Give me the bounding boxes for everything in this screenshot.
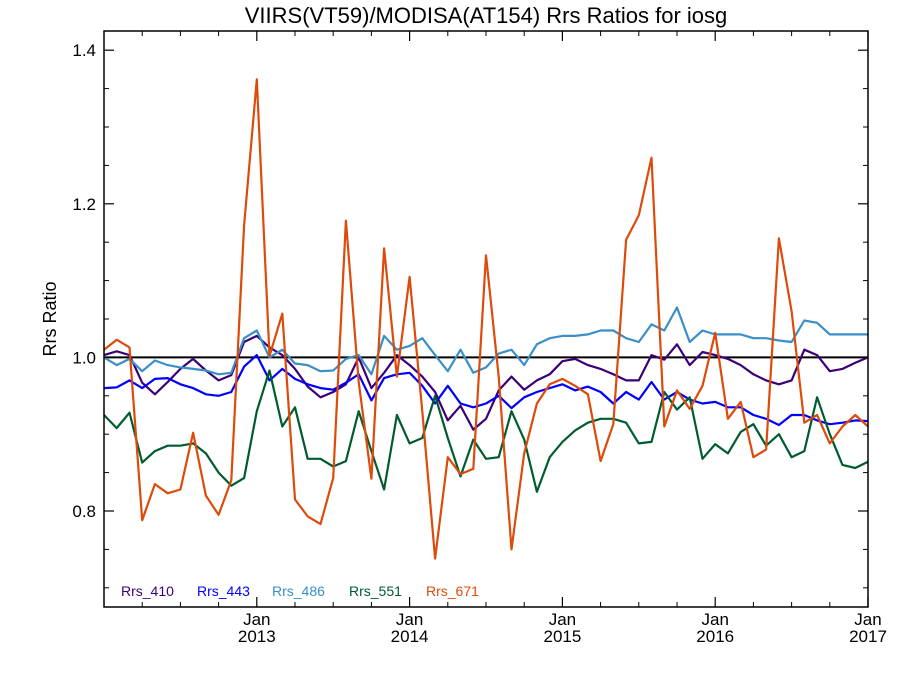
x-tick-year-label: 2014 (391, 627, 429, 646)
x-tick-month-label: Jan (854, 610, 881, 629)
legend-item-rrs-486: Rrs_486 (272, 583, 325, 599)
y-axis-label: Rrs Ratio (40, 281, 60, 356)
series-line-rrs-486 (103, 306, 868, 376)
series-line-rrs-443 (103, 354, 869, 427)
y-tick-label: 1.4 (72, 41, 96, 60)
x-tick-month-label: Jan (549, 610, 576, 629)
x-tick-month-label: Jan (243, 610, 270, 629)
legend-item-rrs-443: Rrs_443 (197, 583, 250, 599)
x-tick-month-label: Jan (396, 610, 423, 629)
legend: Rrs_410 Rrs_443 Rrs_486 Rrs_551 Rrs_671 (121, 583, 479, 599)
y-tick-label: 1.0 (72, 348, 96, 367)
series-layer (103, 78, 869, 560)
legend-item-rrs-671: Rrs_671 (426, 583, 479, 599)
plot-background (104, 31, 868, 607)
series-line-rrs-671 (103, 78, 869, 560)
x-tick-year-label: 2015 (543, 627, 581, 646)
y-tick-label: 0.8 (72, 502, 96, 521)
legend-item-rrs-551: Rrs_551 (349, 583, 402, 599)
chart-title: VIIRS(VT59)/MODISA(AT154) Rrs Ratios for… (245, 3, 728, 28)
series-line-rrs-410 (103, 334, 869, 431)
y-tick-label: 1.2 (72, 195, 96, 214)
legend-item-rrs-410: Rrs_410 (121, 583, 174, 599)
axes-layer: 0.81.01.21.4Jan2013Jan2014Jan2015Jan2016… (72, 30, 887, 646)
x-tick-year-label: 2017 (849, 627, 887, 646)
x-tick-year-label: 2016 (696, 627, 734, 646)
x-tick-month-label: Jan (701, 610, 728, 629)
series-line-rrs-551 (103, 369, 869, 493)
x-tick-year-label: 2013 (238, 627, 276, 646)
